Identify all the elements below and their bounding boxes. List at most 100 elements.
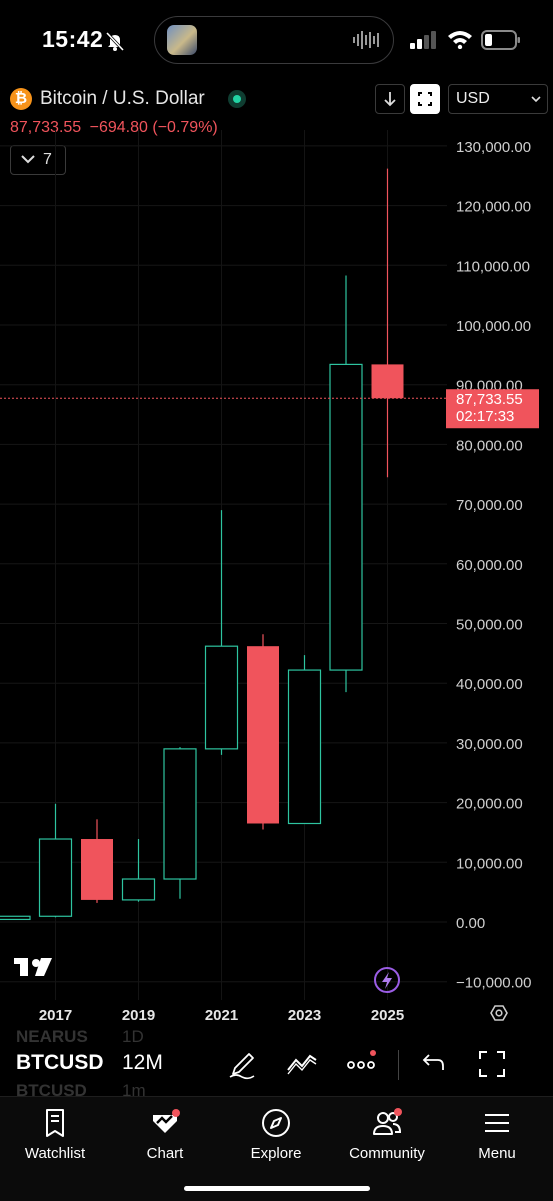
- x-tick-label: 2025: [371, 1007, 404, 1024]
- nav-label: Menu: [478, 1145, 516, 1162]
- compass-icon: [262, 1109, 290, 1137]
- draw-icon[interactable]: [224, 1046, 260, 1082]
- nav-label: Community: [349, 1145, 425, 1162]
- candle-2019: [121, 839, 156, 902]
- candlestick-chart[interactable]: 130,000.00 120,000.00 110,000.00 100,000.00…: [0, 0, 553, 1030]
- fullscreen-icon[interactable]: [474, 1046, 510, 1082]
- candle-body: [163, 748, 197, 880]
- candle-2024: [329, 275, 363, 693]
- previous-symbol-ghost: NEARUS: [16, 1027, 88, 1046]
- candle-body: [38, 838, 73, 917]
- candle-2016: [0, 915, 31, 921]
- battery-icon: [481, 30, 520, 50]
- dynamic-island[interactable]: [154, 16, 394, 64]
- bar-close-countdown: 02:17:33: [456, 408, 514, 425]
- next-symbol-ghost: BTCUSD: [16, 1081, 87, 1100]
- candle-2017: [38, 803, 73, 918]
- status-time: 15:42: [42, 26, 104, 52]
- candle-2020: [163, 747, 197, 899]
- x-tick-label: 2017: [39, 1007, 72, 1024]
- chevron-down-icon: [531, 96, 541, 103]
- price-change: −694.80: [89, 119, 148, 136]
- y-tick-label: −10,000.00: [456, 975, 532, 992]
- x-tick-label: 2019: [122, 1007, 155, 1024]
- wifi-icon: [448, 31, 472, 49]
- nav-menu[interactable]: Menu: [442, 1107, 552, 1162]
- y-tick-label: 10,000.00: [456, 855, 523, 872]
- x-tick-label: 2021: [205, 1007, 238, 1024]
- download-button[interactable]: [375, 84, 405, 114]
- candle-body: [204, 645, 239, 750]
- chart-icon: [153, 1109, 180, 1133]
- price-change-percent: (−0.79%): [152, 119, 218, 136]
- interval-selector[interactable]: 12M: [122, 1051, 163, 1074]
- candle-2021: [204, 510, 239, 755]
- nav-watchlist[interactable]: Watchlist: [0, 1107, 110, 1162]
- indicators-count: 7: [43, 151, 52, 168]
- y-tick-label: 60,000.00: [456, 557, 523, 574]
- nav-explore[interactable]: Explore: [221, 1107, 331, 1162]
- candles: [0, 168, 404, 921]
- undo-icon[interactable]: [414, 1046, 450, 1082]
- candle-2025: [371, 168, 404, 478]
- last-price-tag-value: 87,733.55: [456, 391, 523, 408]
- previous-interval-ghost: 1D: [122, 1027, 144, 1046]
- y-tick-label: 20,000.00: [456, 796, 523, 813]
- candle-2022: [247, 634, 279, 830]
- symbol-selector[interactable]: BTCUSD: [16, 1051, 104, 1074]
- chevron-down-icon: [21, 155, 35, 164]
- x-tick-label: 2023: [288, 1007, 321, 1024]
- candle-body: [371, 364, 404, 399]
- audio-waveform-icon: [353, 31, 379, 49]
- lightning-event-icon[interactable]: [374, 967, 400, 993]
- nav-label: Explore: [250, 1145, 302, 1162]
- y-tick-label: 130,000.00: [456, 139, 531, 156]
- y-tick-label: 40,000.00: [456, 676, 523, 693]
- x-axis-labels: 2017 2019 2021 2023 2025: [39, 1007, 404, 1024]
- candle-2018: [81, 819, 113, 903]
- market-open-indicator-icon: [228, 90, 246, 108]
- now-playing-artwork: [167, 25, 197, 55]
- y-tick-label: 110,000.00: [456, 258, 530, 275]
- y-tick-label: 120,000.00: [456, 199, 531, 216]
- candle-body: [287, 669, 322, 825]
- bookmark-list-icon: [46, 1109, 64, 1137]
- last-price-tag: 87,733.55 02:17:33: [446, 389, 539, 429]
- y-tick-label: 0.00: [456, 915, 485, 932]
- nav-label: Watchlist: [24, 1145, 86, 1162]
- candle-body: [0, 915, 31, 921]
- bottom-navigation: Watchlist Chart Explore Community: [0, 1096, 553, 1201]
- indicators-icon[interactable]: [284, 1046, 320, 1082]
- arrow-down-icon: [384, 92, 396, 107]
- nav-label: Chart: [146, 1145, 184, 1162]
- y-tick-label: 50,000.00: [456, 617, 523, 634]
- compare-symbols-button[interactable]: [410, 84, 440, 114]
- currency-select[interactable]: USD: [448, 84, 548, 114]
- more-icon[interactable]: [344, 1046, 380, 1082]
- candle-body: [329, 363, 363, 671]
- candle-body: [121, 878, 156, 901]
- hamburger-icon: [485, 1114, 509, 1132]
- nav-chart[interactable]: Chart: [110, 1107, 220, 1162]
- bell-muted-icon: [105, 31, 125, 52]
- bitcoin-logo-icon: ₿: [10, 88, 32, 110]
- community-icon: [373, 1108, 402, 1135]
- cellular-signal-icon: [410, 31, 436, 49]
- next-interval-ghost: 1m: [122, 1081, 146, 1100]
- chart-settings-icon[interactable]: [490, 1004, 508, 1022]
- pair-title[interactable]: Bitcoin / U.S. Dollar: [40, 88, 205, 109]
- tradingview-logo-icon: [14, 958, 52, 976]
- nav-community[interactable]: Community: [332, 1107, 442, 1162]
- y-tick-label: 100,000.00: [456, 318, 531, 335]
- last-price: 87,733.55: [10, 119, 82, 136]
- candle-body: [81, 839, 113, 900]
- price-change-line: 87,733.55 −694.80 (−0.79%): [10, 119, 218, 137]
- home-indicator: [184, 1186, 370, 1191]
- frame-icon: [418, 92, 432, 106]
- y-tick-label: 80,000.00: [456, 437, 523, 454]
- y-axis-labels: 130,000.00 120,000.00 110,000.00 100,000.00…: [456, 139, 532, 992]
- candle-body: [247, 646, 279, 824]
- currency-value: USD: [456, 90, 490, 107]
- y-tick-label: 30,000.00: [456, 736, 523, 753]
- candle-2023: [287, 655, 322, 825]
